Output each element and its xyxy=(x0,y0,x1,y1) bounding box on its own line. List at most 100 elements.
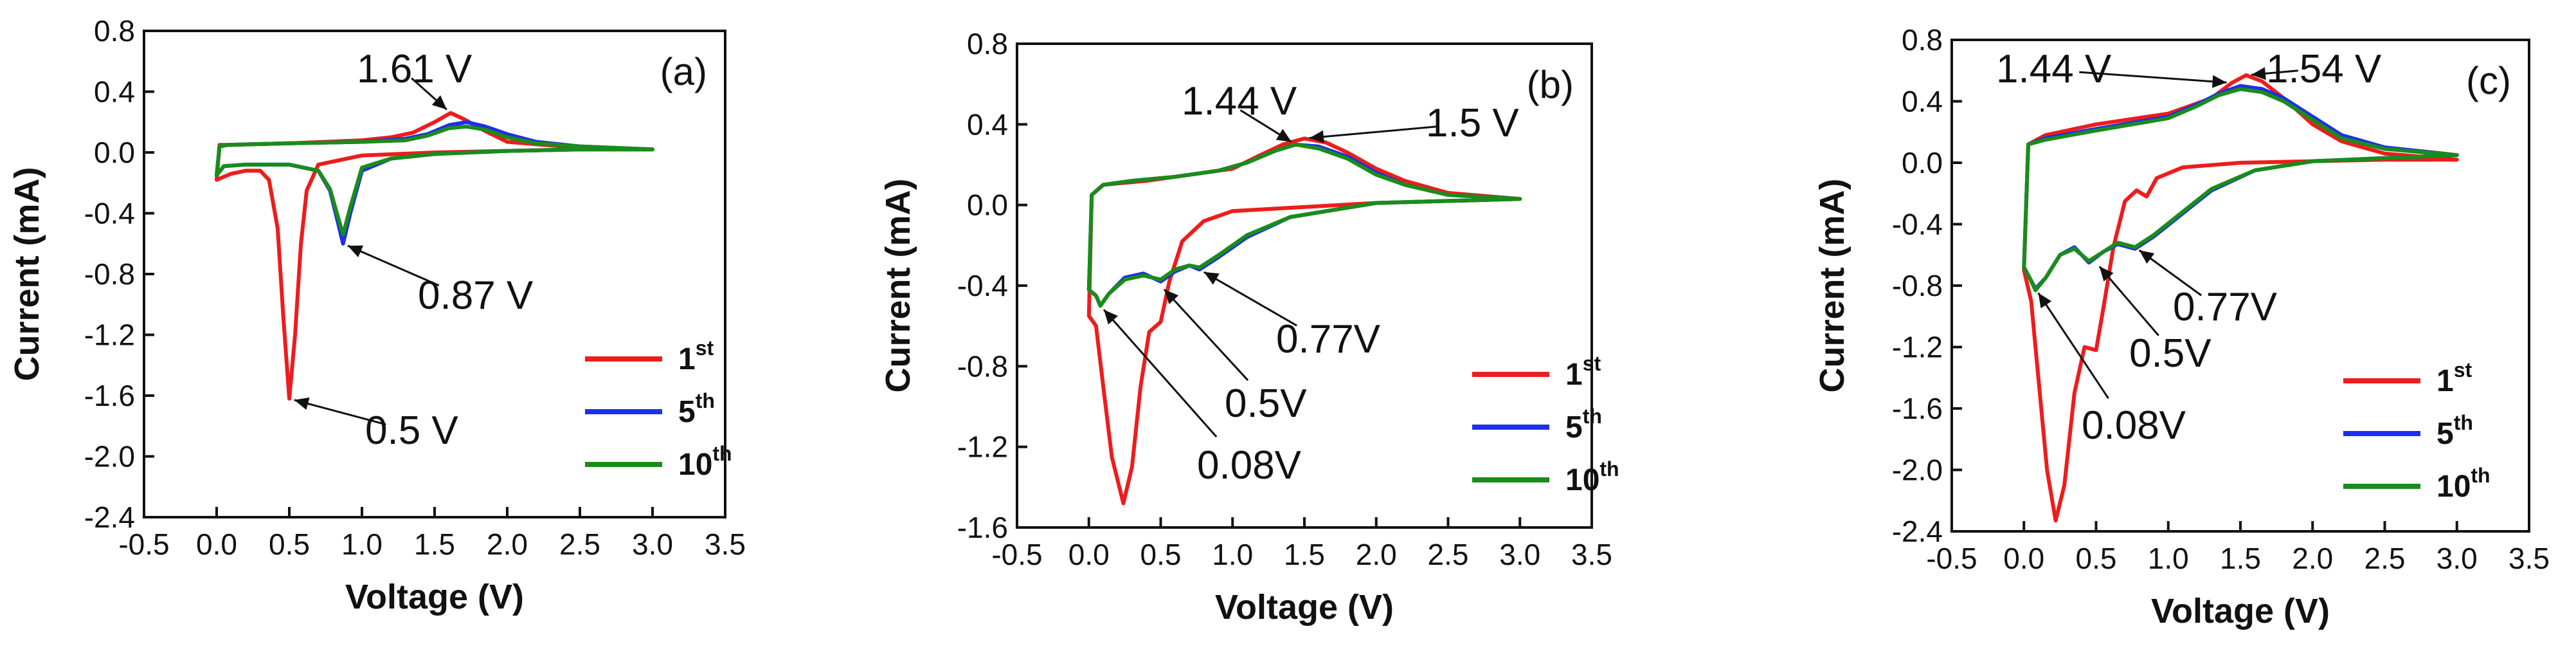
annotation-arrowhead xyxy=(431,95,447,110)
chart-panel-0: -0.5 0.0 0.5 1.0 1.5 2.0 2.5 3.0 3.5 -2.4 -2.0 -1.6… xyxy=(8,14,746,616)
y-tick-label: -0.4 xyxy=(1892,208,1943,241)
annotation-arrowhead xyxy=(1203,271,1220,285)
annotation-arrowhead xyxy=(2099,266,2114,282)
annotation-arrow xyxy=(1103,309,1218,438)
annotation-arrowhead xyxy=(1103,309,1119,325)
legend-label: 1st xyxy=(1565,352,1601,392)
x-tick-label: 1.5 xyxy=(414,527,455,561)
annotation-arrowhead xyxy=(2038,293,2052,309)
series-line-10th xyxy=(215,124,654,237)
peak-annotation: 0.5V xyxy=(1225,381,1307,426)
y-tick-label: 0.4 xyxy=(1902,85,1943,118)
y-tick-label: 0.0 xyxy=(1902,146,1943,179)
legend-label-sup: th xyxy=(1599,457,1619,481)
x-tick-label: -0.5 xyxy=(118,527,169,561)
y-tick-label: -1.6 xyxy=(957,511,1008,544)
panel-label: (b) xyxy=(1527,63,1574,106)
legend-label: 5th xyxy=(1565,405,1602,445)
peak-annotation: 0.5V xyxy=(2129,331,2211,376)
legend-label-sup: th xyxy=(1583,405,1602,428)
series-line-10th xyxy=(2022,87,2459,293)
x-tick-label: 3.0 xyxy=(2436,542,2478,575)
legend-label-base: 5 xyxy=(2436,417,2454,451)
annotation-arrow xyxy=(294,399,386,426)
y-tick-label: -1.2 xyxy=(957,430,1008,464)
legend-label: 5th xyxy=(678,389,715,429)
annotation-arrowhead xyxy=(2211,75,2227,88)
peak-annotation: 0.5 V xyxy=(365,408,458,453)
annotation-arrow xyxy=(1309,125,1438,140)
x-tick-label: 2.0 xyxy=(1356,538,1397,571)
x-tick-label: 0.0 xyxy=(196,527,237,561)
peak-annotation: 0.08V xyxy=(2082,403,2186,448)
legend-label-sup: st xyxy=(696,336,714,360)
y-tick-label: 0.4 xyxy=(967,107,1008,141)
y-tick-label: -1.2 xyxy=(84,318,135,352)
peak-annotation: 0.08V xyxy=(1197,443,1302,488)
annotation-arrowhead xyxy=(347,245,364,257)
legend-label-base: 5 xyxy=(678,395,696,429)
series-line-5th xyxy=(1086,142,1522,308)
legend-label-sup: st xyxy=(1583,352,1601,375)
x-tick-label: 3.5 xyxy=(705,527,746,561)
legend-label: 1st xyxy=(2436,358,2472,398)
y-tick-label: 0.4 xyxy=(94,75,135,109)
legend-label-sup: th xyxy=(2454,411,2473,434)
annotation-arrow xyxy=(347,244,440,287)
y-axis-label: Current (mA) xyxy=(879,179,917,393)
annotation-arrowhead xyxy=(1309,130,1324,143)
legend-label: 1st xyxy=(678,336,714,376)
legend-label-base: 10 xyxy=(2436,470,2471,504)
legend-label: 10th xyxy=(2436,464,2490,504)
y-tick-label: -0.8 xyxy=(84,257,135,291)
x-tick-label: 3.5 xyxy=(2508,542,2550,575)
x-tick-label: 1.0 xyxy=(341,527,383,561)
legend-label-base: 10 xyxy=(1565,463,1599,497)
annotation-arrowhead xyxy=(1164,289,1179,304)
y-tick-label: -2.0 xyxy=(84,440,135,473)
x-tick-label: 3.5 xyxy=(1571,538,1612,571)
annotation-arrowhead xyxy=(2139,250,2155,264)
peak-annotation: 1.5 V xyxy=(1426,101,1519,145)
series-line-10th xyxy=(1086,142,1522,308)
legend-label-sup: st xyxy=(2454,358,2472,381)
annotation-arrowhead xyxy=(2251,67,2266,80)
legend-label-sup: th xyxy=(696,389,715,412)
y-axis-label: Current (mA) xyxy=(8,167,46,381)
annotation-arrow xyxy=(1203,271,1297,327)
peak-annotation: 0.77V xyxy=(2173,285,2278,329)
x-axis-label: Voltage (V) xyxy=(345,578,524,616)
x-tick-label: 0.5 xyxy=(1140,538,1182,571)
y-tick-label: -2.4 xyxy=(1892,515,1943,548)
x-tick-label: 2.0 xyxy=(487,527,528,561)
legend-label-base: 5 xyxy=(1565,410,1583,445)
x-tick-label: 1.0 xyxy=(1212,538,1253,571)
y-tick-label: -1.6 xyxy=(1892,392,1943,425)
y-tick-label: 0.0 xyxy=(967,188,1008,222)
chart-panel-2: -0.5 0.0 0.5 1.0 1.5 2.0 2.5 3.0 3.5 -2.4 -2.0 -1.6… xyxy=(1813,23,2550,630)
x-tick-label: 1.5 xyxy=(1284,538,1325,571)
x-tick-label: 3.0 xyxy=(1499,538,1540,571)
legend-label: 10th xyxy=(678,442,732,482)
legend-label-sup: th xyxy=(2471,464,2490,487)
panel-label: (a) xyxy=(660,50,707,93)
y-tick-label: -1.6 xyxy=(84,379,135,412)
y-tick-label: 0.8 xyxy=(94,14,135,48)
annotation-arrow xyxy=(1163,288,1249,381)
x-tick-label: 3.0 xyxy=(632,527,673,561)
y-tick-label: -2.0 xyxy=(1892,454,1943,487)
x-tick-label: 2.5 xyxy=(559,527,600,561)
panel-label: (c) xyxy=(2466,59,2511,102)
legend-label-base: 10 xyxy=(678,448,712,482)
annotation-arrowhead xyxy=(294,397,310,410)
legend-label: 5th xyxy=(2436,411,2473,451)
y-tick-label: -0.8 xyxy=(1892,269,1943,302)
peak-annotation: 1.54 V xyxy=(2266,47,2382,91)
peak-annotation: 1.44 V xyxy=(1996,47,2112,91)
x-tick-label: 2.5 xyxy=(2364,542,2406,575)
y-tick-label: 0.8 xyxy=(967,27,1008,60)
legend-label-base: 1 xyxy=(1565,358,1583,392)
annotation-arrowhead xyxy=(1275,129,1292,142)
peak-annotation: 1.44 V xyxy=(1182,79,1297,124)
